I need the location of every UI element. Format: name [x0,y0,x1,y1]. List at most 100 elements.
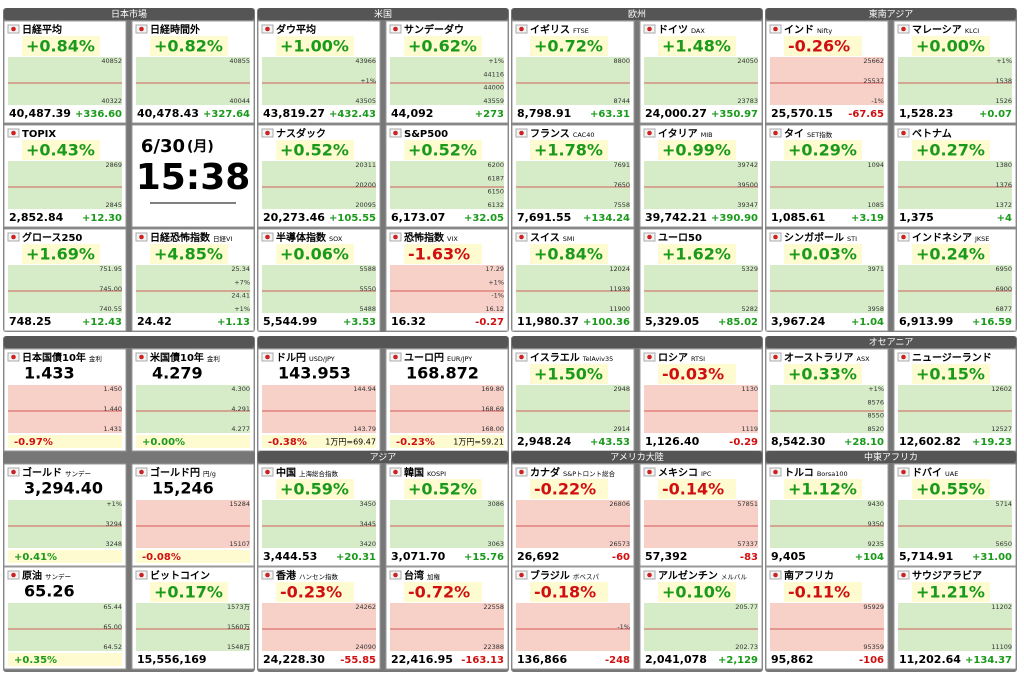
pct: +1.50% [534,365,603,384]
change: +432.43 [329,109,376,120]
chart-area [262,500,376,548]
section-title: アメリカ大陸 [610,451,664,463]
axis-label: 40044 [229,97,250,105]
pct: +0.06% [280,245,349,264]
axis-label: 22388 [483,643,504,651]
market-name: 米国債10年 [150,351,204,364]
chart-area [644,57,758,105]
pct-bg [404,140,482,160]
axis-label: 44000 [483,84,504,92]
axis-label: 205.77 [735,603,758,611]
chart-area [136,385,250,433]
pct-bg [530,244,608,264]
market-tag: SMI [563,235,575,243]
axis-label: 25537 [863,77,884,85]
pct-bg [136,550,250,563]
market-name: ブラジル [530,569,570,582]
axis-label: 6900 [995,285,1012,293]
note: 1万円=59.21 [453,438,504,447]
pct: +0.82% [154,37,223,56]
pct-bg [530,582,608,602]
axis-label: 168.69 [481,405,504,413]
market-tag: ASX [857,355,871,363]
axis-label: 1526 [995,97,1012,105]
pct-bg [912,140,990,160]
change: -55.85 [340,655,376,666]
price: 6,913.99 [899,315,953,328]
pct-bg [262,435,376,448]
axis-label: 15107 [229,540,250,548]
section-header [512,8,762,20]
pct: +0.17% [154,583,223,602]
pct: +0.41% [14,552,57,563]
flag-mark [393,469,398,475]
axis-label: 24262 [355,603,376,611]
change: +3.53 [343,317,376,328]
chart-area [644,385,758,433]
market-name: ビットコイン [150,569,210,582]
market-tag: メルバル [721,573,748,581]
market-name: 韓国 [404,466,424,479]
axis-label: +1% [868,385,884,393]
price: 24,000.27 [645,107,707,120]
change: +0.07 [979,109,1012,120]
market-name: マレーシア [912,24,962,36]
axis-label: 8576 [867,398,884,406]
axis-label: 43966 [355,57,376,65]
pct-bg [136,435,250,448]
pct-bg [658,582,736,602]
axis-label: 168.00 [481,425,504,433]
pct: +0.99% [662,141,731,160]
axis-label: 1094 [867,161,884,169]
price: 1,085.61 [771,211,825,224]
change: +63.31 [590,109,630,120]
market-tag: 円/g [203,470,216,478]
pct: -0.38% [268,437,307,448]
axis-label: 44116 [483,70,504,78]
flag-mark [393,234,398,240]
change: +100.36 [583,317,630,328]
axis-label: 9235 [867,540,884,548]
axis-label: 3086 [487,500,504,508]
pct: +4.85% [154,245,223,264]
chart-area [898,385,1012,433]
pct-bg [912,244,990,264]
chart-area [262,161,376,209]
axis-label: 40855 [229,57,250,65]
flag-mark [519,130,524,136]
pct-bg [530,140,608,160]
change: +12.43 [82,317,122,328]
axis-label: 25662 [863,57,884,65]
flag-mark [647,130,652,136]
axis-label: 5650 [995,540,1012,548]
flag-mark [773,234,778,240]
market-name: 香港 [276,569,297,582]
axis-label: 2914 [613,425,630,433]
pct: +0.29% [788,141,857,160]
axis-label: -1% [617,623,630,631]
axis-label: 3063 [487,540,504,548]
flag-mark [11,354,16,360]
axis-label: 24.41 [231,292,250,300]
flag-mark [901,130,906,136]
market-name: ニュージーランド [912,352,992,364]
section-header [258,451,508,463]
market-tag: MIB [701,131,713,139]
axis-label: 65.00 [103,623,122,631]
axis-label: 5282 [741,305,758,313]
flag-mark [139,26,144,32]
axis-label: 11202 [991,603,1012,611]
chart-area [8,265,122,313]
market-name: イギリス [530,23,570,36]
chart-area [8,57,122,105]
axis-label: 1085 [867,201,884,209]
axis-label: 143.79 [353,425,376,433]
section-title: オセアニア [869,337,914,348]
axis-label: 5550 [359,285,376,293]
pct-bg [8,550,122,563]
market-name: シンガポール [784,231,844,244]
flag-mark [265,234,270,240]
change: +327.64 [203,109,250,120]
price: 1.433 [24,364,75,383]
axis-label: 3294 [105,520,122,528]
